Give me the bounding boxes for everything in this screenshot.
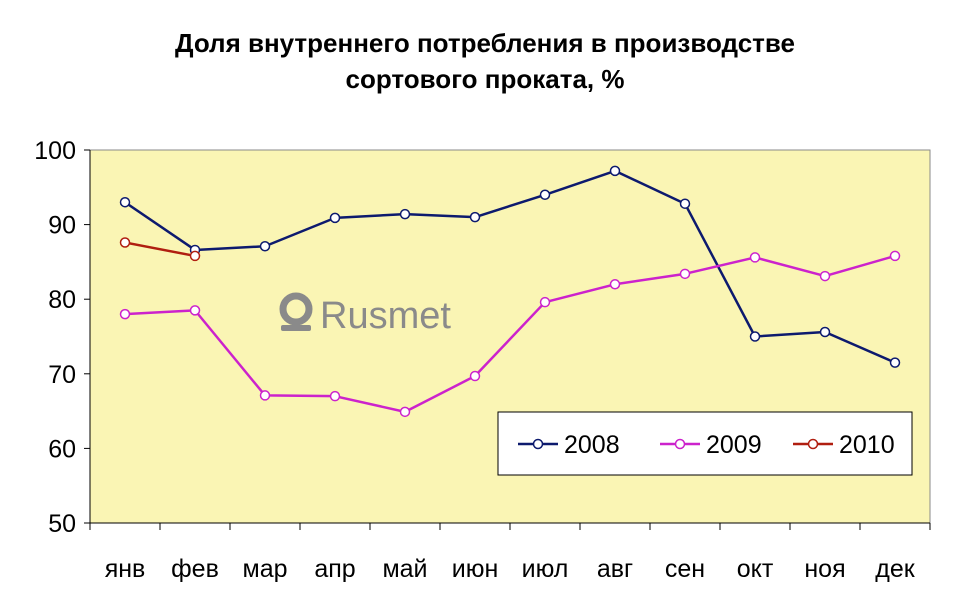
rusmet-logo-base (281, 325, 311, 331)
y-tick-label: 50 (48, 510, 76, 538)
y-tick-label: 70 (48, 361, 76, 389)
legend-label-2009: 2009 (706, 431, 762, 459)
series-line-2010 (124, 241, 196, 258)
data-point-2009 (679, 268, 691, 280)
data-point-2008 (609, 165, 621, 177)
data-point-2010 (189, 250, 201, 262)
y-tick-label: 90 (48, 212, 76, 240)
x-tick-label: дек (875, 555, 915, 583)
legend-marker-2008 (532, 438, 544, 450)
chart-legend: 2008 2009 2010 (497, 411, 913, 476)
legend-label-2008: 2008 (564, 431, 620, 459)
data-point-2009 (399, 406, 411, 418)
data-point-2008 (679, 198, 691, 209)
legend-box (497, 411, 913, 476)
legend-marker-2010 (807, 438, 819, 450)
data-point-2009 (749, 252, 761, 263)
data-point-2008 (259, 240, 271, 252)
data-point-2008 (539, 189, 551, 201)
x-tick-label: янв (105, 555, 146, 583)
x-tick-label: май (382, 555, 427, 583)
series-line-2009 (124, 254, 896, 414)
rusmet-logo-icon (279, 292, 313, 326)
series-line-2008 (124, 169, 896, 364)
data-point-2009 (119, 308, 131, 320)
data-point-2008 (399, 208, 411, 220)
x-tick-label: июл (522, 555, 569, 583)
data-point-2009 (539, 296, 551, 308)
data-point-2009 (259, 390, 271, 401)
data-point-2008 (889, 357, 901, 368)
x-tick-label: мар (243, 555, 288, 583)
x-tick-label: окт (737, 555, 774, 583)
data-point-2009 (609, 279, 621, 290)
data-point-2010 (119, 237, 131, 248)
data-point-2008 (119, 196, 131, 208)
data-point-2008 (819, 326, 831, 338)
rusmet-watermark: Rusmet (279, 292, 451, 337)
chart-title-line-2: сортового проката, % (345, 64, 625, 94)
x-tick-label: сен (665, 555, 705, 583)
legend-marker-2009 (674, 438, 686, 450)
chart-title-line-1: Доля внутреннего потребления в производс… (174, 28, 795, 58)
legend-label-2010: 2010 (839, 431, 895, 459)
data-point-2009 (189, 305, 201, 316)
x-tick-label: фев (171, 555, 219, 583)
data-point-2008 (749, 331, 761, 342)
x-tick-label: авг (597, 555, 633, 583)
x-tick-label: апр (314, 555, 355, 583)
data-point-2008 (329, 212, 341, 224)
y-tick-label: 100 (34, 137, 76, 165)
data-point-2009 (329, 390, 341, 402)
rusmet-watermark-text: Rusmet (320, 295, 451, 337)
data-point-2009 (819, 270, 831, 282)
y-tick-label: 60 (48, 435, 76, 463)
data-point-2009 (469, 370, 481, 382)
data-point-2008 (469, 211, 481, 223)
x-tick-label: июн (452, 555, 499, 583)
x-tick-label: ноя (804, 555, 845, 583)
y-tick-label: 80 (48, 286, 76, 314)
data-point-2009 (889, 250, 901, 262)
